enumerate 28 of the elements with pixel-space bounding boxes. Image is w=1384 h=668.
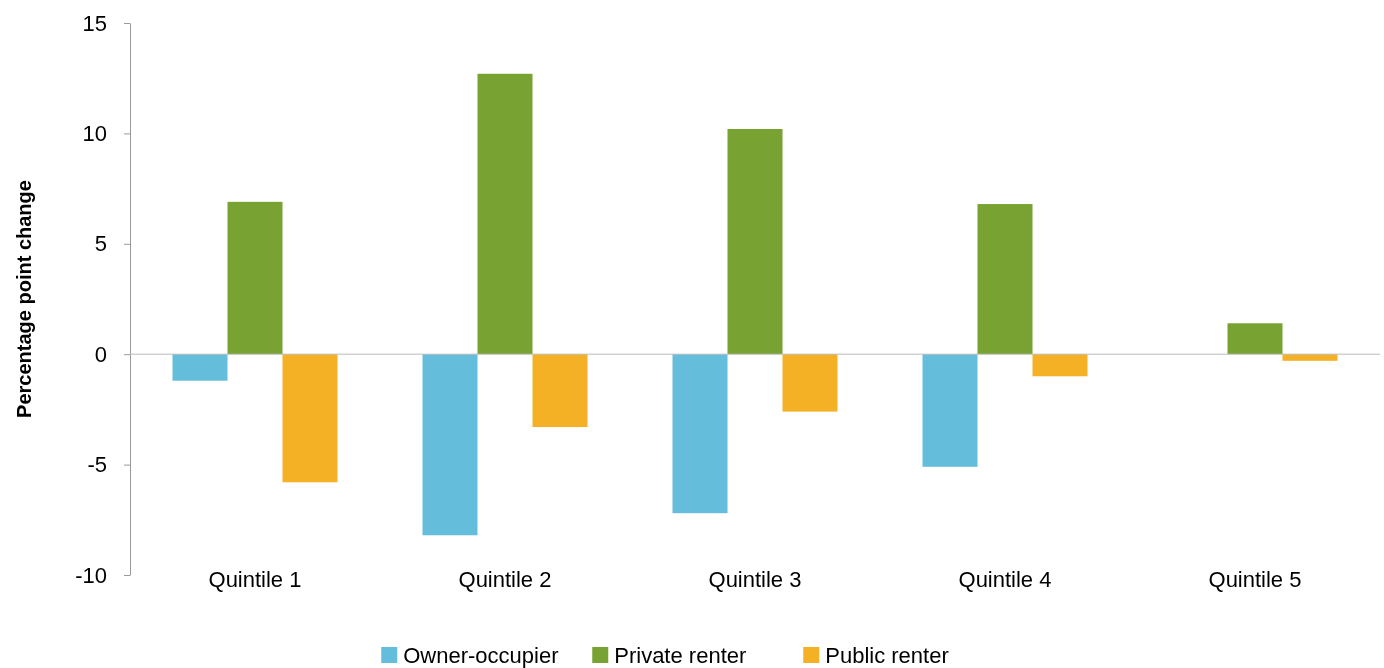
- bar: [227, 201, 283, 355]
- bar: [172, 354, 228, 381]
- y-tick-label: 0: [94, 341, 107, 367]
- bar: [672, 354, 728, 514]
- legend-label: Owner-occupier: [403, 643, 559, 668]
- x-tick-label: Quintile 2: [458, 567, 552, 592]
- bar: [532, 354, 588, 428]
- bar: [977, 204, 1033, 355]
- y-tick-label: 5: [94, 231, 107, 257]
- y-tick-label: -10: [75, 562, 107, 588]
- legend-label: Public renter: [825, 643, 949, 668]
- y-tick-label: -5: [87, 452, 107, 478]
- bar: [1032, 354, 1088, 377]
- x-tick-label: Quintile 4: [958, 567, 1052, 592]
- x-tick-label: Quintile 1: [208, 567, 302, 592]
- y-tick-label: 15: [82, 10, 107, 36]
- y-axis-title: Percentage point change: [13, 180, 35, 418]
- bar: [477, 73, 533, 355]
- bar: [1227, 323, 1283, 355]
- bar: [727, 128, 783, 355]
- bar: [422, 354, 478, 536]
- x-tick-label: Quintile 3: [708, 567, 802, 592]
- legend-label: Private renter: [614, 643, 747, 668]
- bar: [782, 354, 838, 412]
- y-tick-label: 10: [82, 120, 107, 146]
- x-tick-label: Quintile 5: [1208, 567, 1302, 592]
- bar: [922, 354, 978, 467]
- bar: [282, 354, 338, 483]
